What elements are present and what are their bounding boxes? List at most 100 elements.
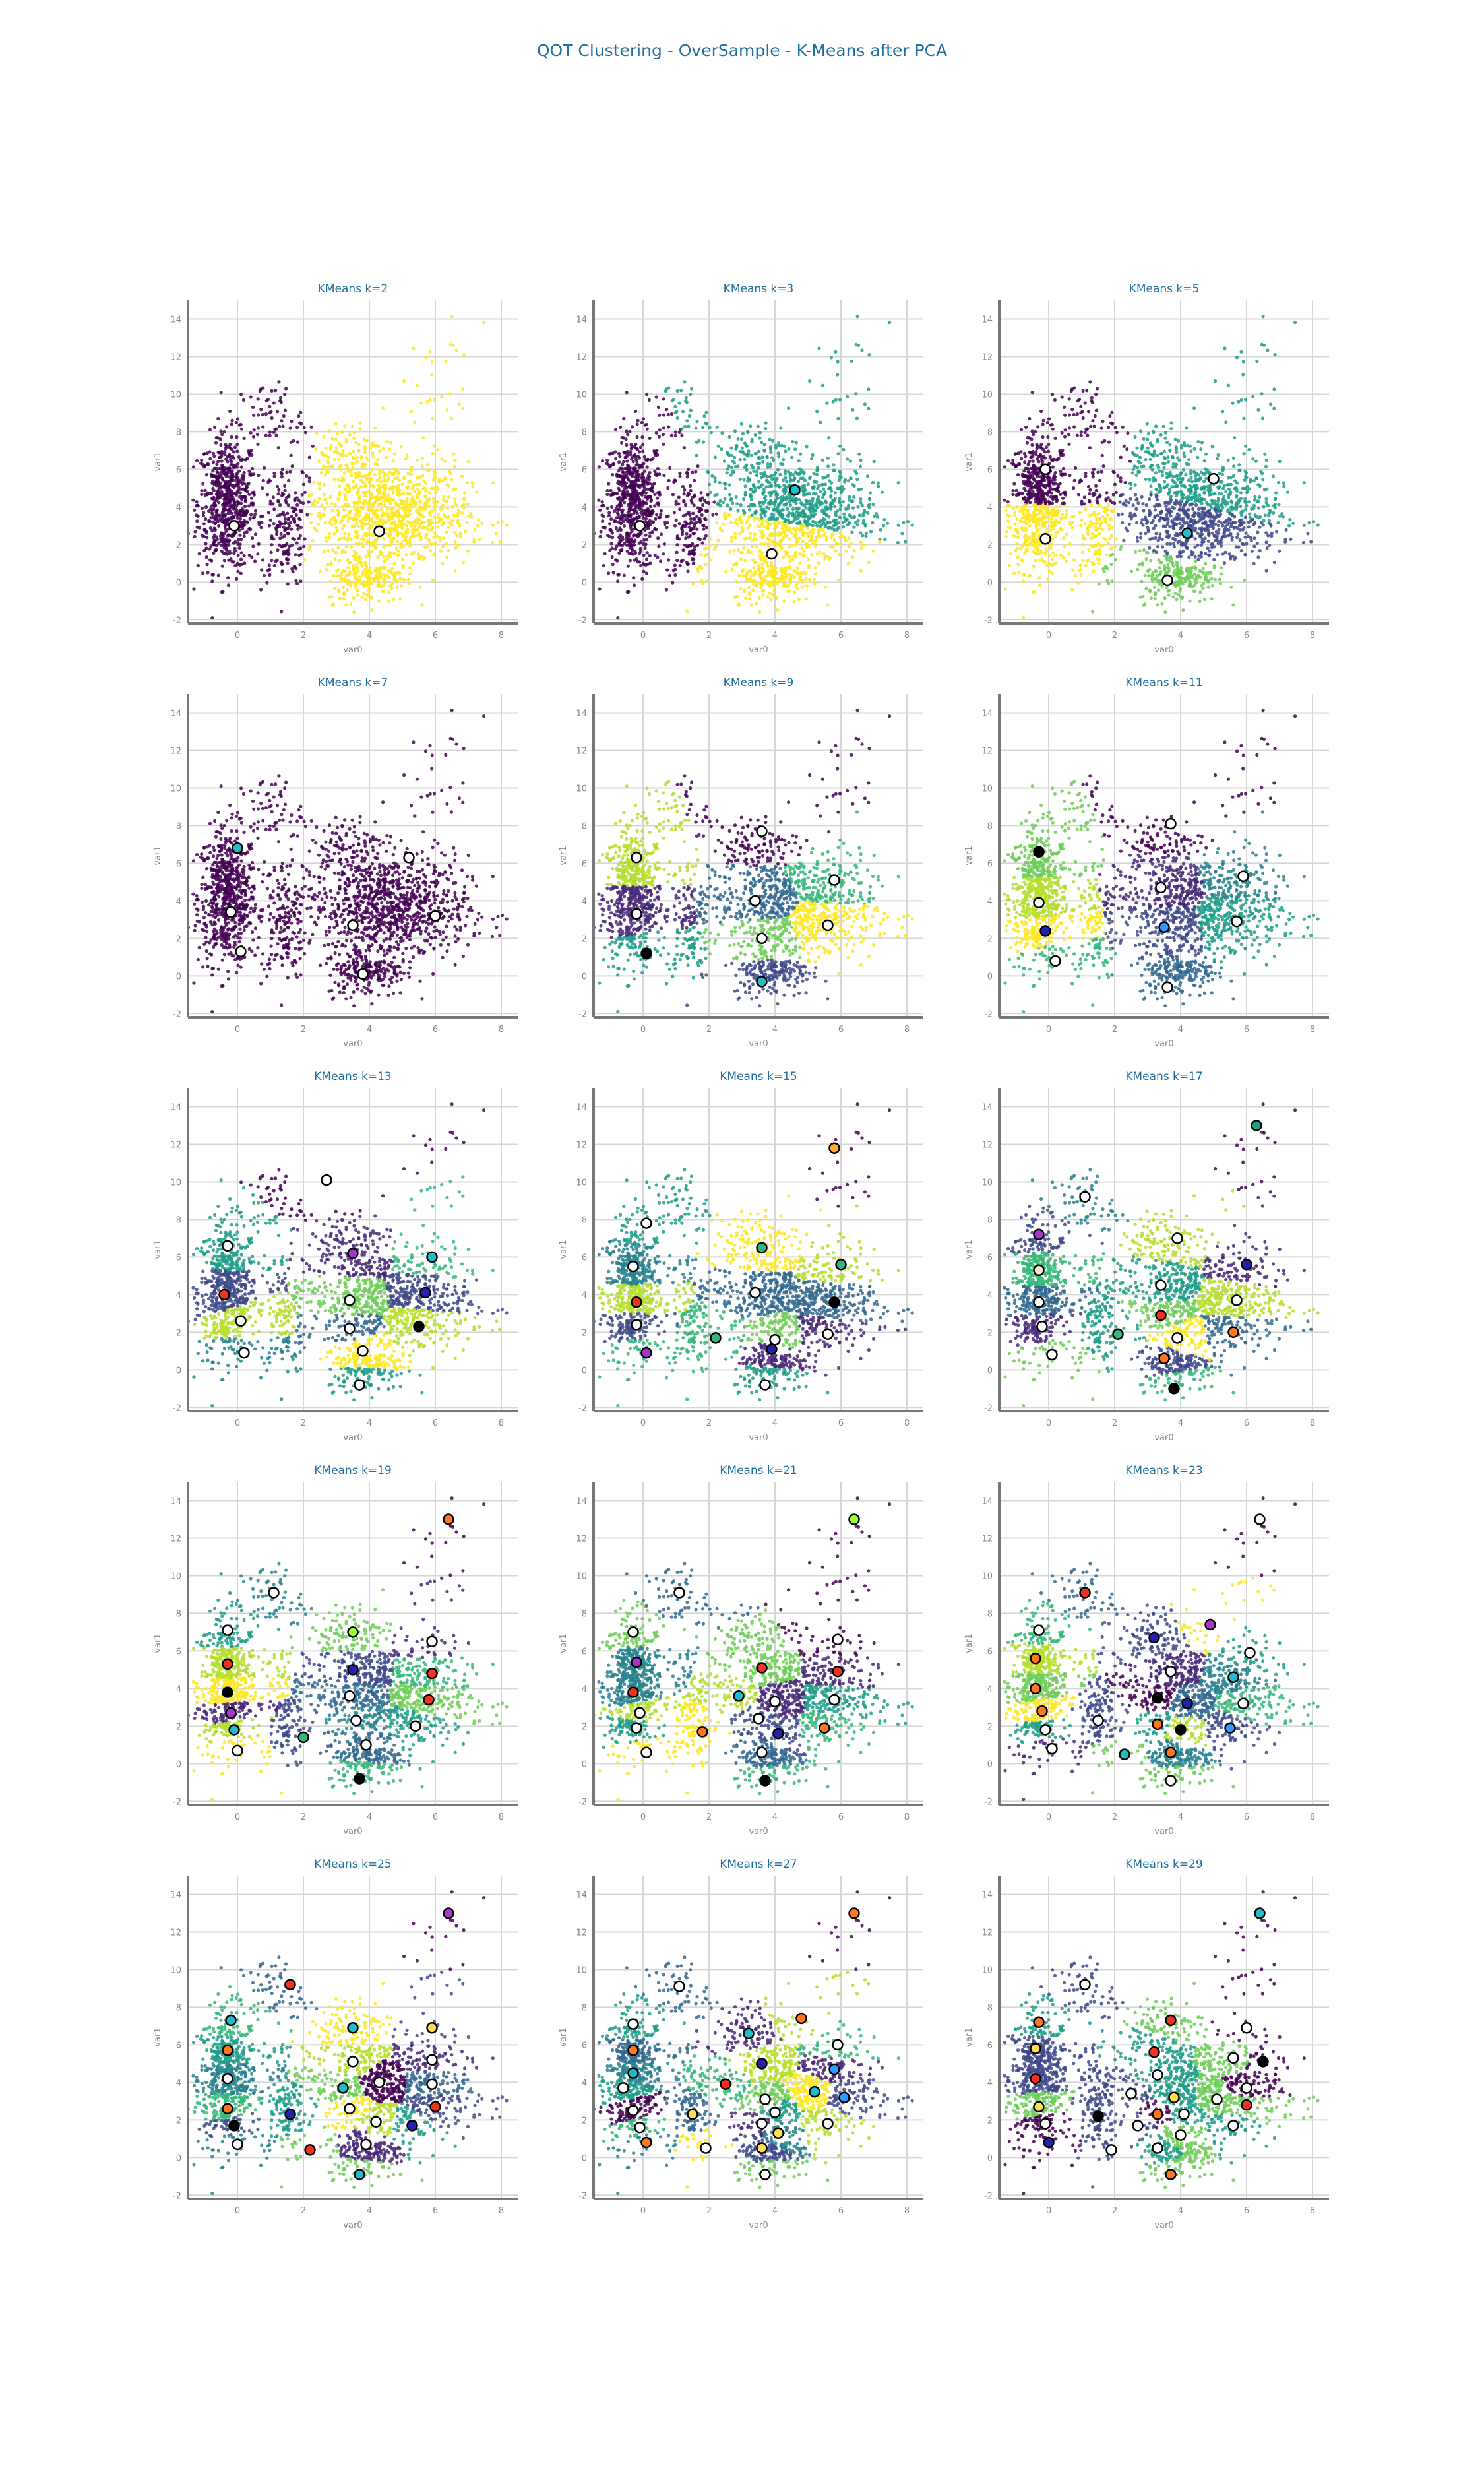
data-point bbox=[766, 462, 770, 466]
data-point bbox=[386, 493, 390, 497]
data-point bbox=[1041, 435, 1045, 439]
data-point bbox=[330, 548, 335, 552]
data-point bbox=[821, 487, 826, 491]
data-point bbox=[428, 398, 432, 402]
data-point bbox=[309, 493, 313, 497]
data-point bbox=[820, 383, 824, 387]
data-point bbox=[201, 462, 204, 466]
data-point bbox=[632, 576, 636, 580]
data-point bbox=[817, 561, 821, 565]
data-point bbox=[293, 565, 297, 569]
data-point bbox=[463, 491, 467, 495]
data-point bbox=[631, 460, 635, 464]
data-point bbox=[689, 488, 693, 493]
data-point bbox=[836, 416, 840, 420]
data-point bbox=[298, 534, 302, 538]
data-point bbox=[313, 499, 317, 503]
data-point bbox=[839, 503, 843, 507]
data-point bbox=[762, 490, 766, 494]
data-point bbox=[370, 517, 374, 521]
y-tick-label: 12 bbox=[576, 352, 587, 362]
data-point bbox=[685, 400, 689, 404]
data-point bbox=[193, 530, 197, 534]
data-point bbox=[272, 401, 276, 405]
data-point bbox=[702, 414, 706, 418]
data-point bbox=[382, 555, 386, 559]
data-point bbox=[850, 541, 853, 546]
data-point bbox=[229, 478, 233, 483]
data-point bbox=[217, 484, 221, 488]
data-point bbox=[654, 453, 658, 457]
data-point bbox=[247, 449, 251, 453]
data-point bbox=[450, 315, 454, 319]
data-point bbox=[1053, 436, 1057, 441]
data-point bbox=[287, 478, 291, 483]
data-point bbox=[243, 531, 247, 535]
data-point bbox=[1033, 552, 1037, 555]
data-point bbox=[220, 564, 224, 568]
data-point bbox=[1037, 460, 1041, 464]
data-point bbox=[416, 487, 420, 491]
data-point bbox=[773, 569, 777, 573]
data-point bbox=[617, 503, 621, 507]
data-point bbox=[662, 442, 665, 446]
data-point bbox=[1043, 484, 1047, 488]
data-point bbox=[1059, 526, 1063, 531]
data-point bbox=[276, 548, 280, 552]
data-point bbox=[303, 431, 307, 435]
data-point bbox=[704, 526, 708, 530]
data-point bbox=[334, 450, 338, 454]
data-point bbox=[413, 500, 417, 504]
data-point bbox=[729, 507, 733, 511]
data-point bbox=[685, 419, 689, 423]
data-point bbox=[600, 513, 604, 517]
data-point bbox=[788, 578, 791, 582]
data-point bbox=[634, 443, 638, 447]
data-point bbox=[657, 516, 661, 520]
data-point bbox=[461, 406, 465, 410]
data-point bbox=[204, 517, 208, 521]
data-point bbox=[758, 501, 762, 505]
data-point bbox=[642, 462, 646, 466]
data-point bbox=[305, 513, 309, 517]
data-point bbox=[768, 465, 772, 469]
data-point bbox=[302, 426, 306, 429]
data-point bbox=[338, 493, 342, 497]
data-point bbox=[242, 436, 246, 441]
data-point bbox=[750, 573, 754, 578]
data-point bbox=[769, 522, 773, 526]
data-point bbox=[283, 528, 287, 532]
data-point bbox=[750, 603, 754, 607]
data-point bbox=[230, 435, 233, 439]
data-point bbox=[824, 476, 828, 480]
data-point bbox=[208, 526, 212, 530]
data-point bbox=[688, 534, 692, 538]
data-point bbox=[773, 587, 777, 591]
data-point bbox=[356, 593, 359, 597]
data-point bbox=[344, 545, 349, 549]
data-point bbox=[808, 379, 812, 383]
data-point bbox=[388, 543, 392, 547]
data-point bbox=[386, 569, 390, 573]
data-point bbox=[798, 577, 802, 581]
data-point bbox=[701, 523, 705, 527]
data-point bbox=[313, 503, 317, 507]
data-point bbox=[317, 459, 321, 463]
data-point bbox=[333, 503, 337, 507]
data-point bbox=[412, 520, 416, 524]
data-point bbox=[334, 422, 338, 426]
data-point bbox=[280, 467, 284, 472]
data-point bbox=[745, 519, 749, 523]
data-point bbox=[388, 486, 392, 490]
data-point bbox=[662, 552, 665, 556]
data-point bbox=[811, 524, 815, 528]
data-point bbox=[691, 470, 695, 474]
data-point bbox=[261, 478, 265, 483]
data-point bbox=[280, 562, 284, 566]
data-point bbox=[197, 552, 201, 555]
data-point bbox=[693, 478, 696, 483]
data-point bbox=[817, 528, 821, 532]
data-point bbox=[212, 503, 216, 507]
centroid-marker bbox=[766, 548, 778, 560]
data-point bbox=[622, 524, 627, 528]
